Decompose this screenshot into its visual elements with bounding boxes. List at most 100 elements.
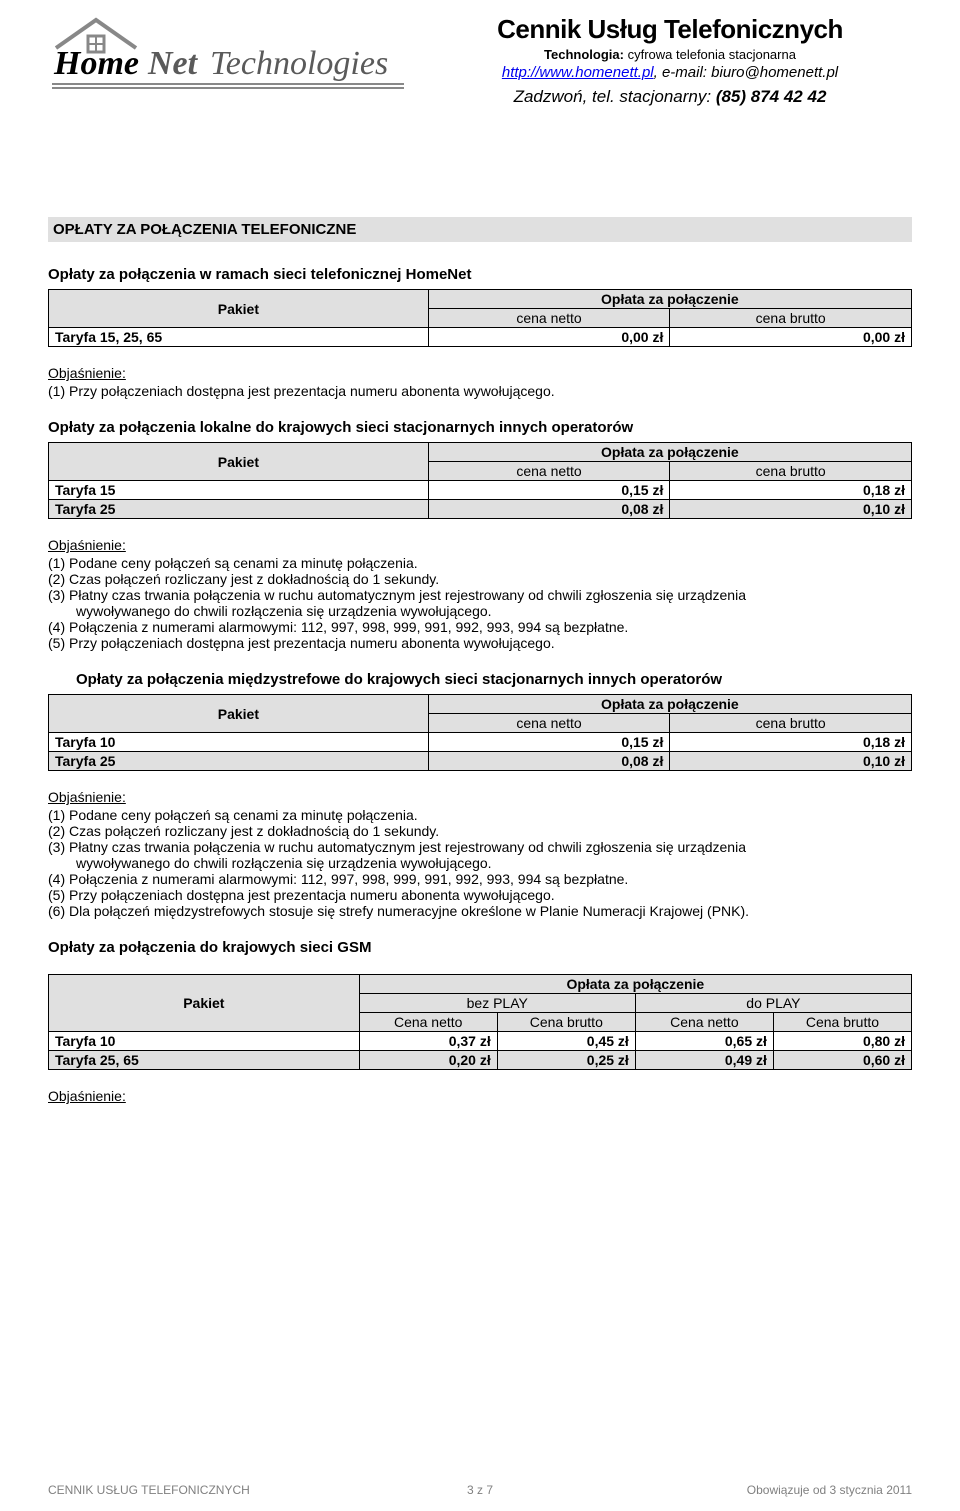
tbl3-r1-netto: 0,08 zł (428, 752, 670, 771)
company-logo: Home Net Technologies (48, 12, 408, 90)
email-value: biuro@homenett.pl (711, 64, 838, 81)
tbl3-col-netto: cena netto (428, 714, 670, 733)
tbl1-col-brutto: cena brutto (670, 309, 912, 328)
tbl1: Pakiet Opłata za połączenie cena netto c… (48, 289, 912, 347)
tbl3-col-oplata: Opłata za połączenie (428, 695, 911, 714)
tbl1-r0-label: Taryfa 15, 25, 65 (49, 328, 429, 347)
url-separator: , (654, 64, 662, 81)
notes2-l2: (3) Płatny czas trwania połączenia w ruc… (48, 587, 912, 603)
tbl2-r1-netto: 0,08 zł (428, 500, 670, 519)
tbl1-col-oplata: Opłata za połączenie (428, 290, 911, 309)
notes3-l6: (6) Dla połączeń międzystrefowych stosuj… (48, 903, 912, 919)
page-header: Home Net Technologies Cennik Usług Telef… (48, 12, 912, 107)
tbl4-r1-n1: 0,20 zł (359, 1051, 497, 1070)
tbl3-r1-brutto: 0,10 zł (670, 752, 912, 771)
tbl2-r1-brutto: 0,10 zł (670, 500, 912, 519)
tech-value: cyfrowa telefonia stacjonarna (624, 47, 796, 62)
tbl2-heading: Opłaty za połączenia lokalne do krajowyc… (48, 419, 912, 436)
tbl4-r0-b2: 0,80 zł (773, 1032, 911, 1051)
notes3: (1) Podane ceny połączeń są cenami za mi… (48, 807, 912, 919)
homenet-logo-icon: Home Net Technologies (48, 12, 408, 90)
notes2: (1) Podane ceny połączeń są cenami za mi… (48, 555, 912, 651)
notes2-head: Objaśnienie: (48, 537, 912, 553)
notes2-l3: wywoływanego do chwili rozłączenia się u… (48, 603, 912, 619)
tbl3-row-1: Taryfa 25 0,08 zł 0,10 zł (49, 752, 912, 771)
tbl4-r0-n2: 0,65 zł (635, 1032, 773, 1051)
notes1: (1) Przy połączeniach dostępna jest prez… (48, 383, 912, 399)
tbl1-col-pakiet: Pakiet (49, 290, 429, 328)
tbl4-col-doplay: do PLAY (635, 994, 911, 1013)
tbl2-row-1: Taryfa 25 0,08 zł 0,10 zł (49, 500, 912, 519)
tbl1-r0-netto: 0,00 zł (428, 328, 670, 347)
phone-line: Zadzwoń, tel. stacjonarny: (85) 874 42 4… (428, 87, 912, 107)
phone-number: (85) 874 42 42 (716, 87, 827, 106)
tbl4-col-b1: Cena brutto (497, 1013, 635, 1032)
tbl3-r0-brutto: 0,18 zł (670, 733, 912, 752)
tbl1-col-netto: cena netto (428, 309, 670, 328)
notes3-l4: (4) Połączenia z numerami alarmowymi: 11… (48, 871, 912, 887)
technology-line: Technologia: cyfrowa telefonia stacjonar… (428, 47, 912, 62)
tbl4-col-oplata: Opłata za połączenie (359, 975, 911, 994)
notes2-l5: (5) Przy połączeniach dostępna jest prez… (48, 635, 912, 651)
tbl4-row-0: Taryfa 10 0,37 zł 0,45 zł 0,65 zł 0,80 z… (49, 1032, 912, 1051)
tbl2-col-oplata: Opłata za połączenie (428, 443, 911, 462)
footer-page-current: 3 (467, 1483, 474, 1497)
notes1-l0: (1) Przy połączeniach dostępna jest prez… (48, 383, 912, 399)
svg-text:Technologies: Technologies (210, 45, 388, 82)
tech-label: Technologia: (544, 47, 624, 62)
tbl3-col-brutto: cena brutto (670, 714, 912, 733)
doc-title: Cennik Usług Telefonicznych (428, 14, 912, 45)
tbl4-row-1: Taryfa 25, 65 0,20 zł 0,25 zł 0,49 zł 0,… (49, 1051, 912, 1070)
tbl4-col-b2: Cena brutto (773, 1013, 911, 1032)
tbl4-col-bezplay: bez PLAY (359, 994, 635, 1013)
tbl4-r1-label: Taryfa 25, 65 (49, 1051, 360, 1070)
page-footer: CENNIK USŁUG TELEFONICZNYCH 3 z 7 Obowią… (48, 1483, 912, 1497)
tbl1-row: Taryfa 15, 25, 65 0,00 zł 0,00 zł (49, 328, 912, 347)
tbl4: Pakiet Opłata za połączenie bez PLAY do … (48, 974, 912, 1070)
section-title-bar: OPŁATY ZA POŁĄCZENIA TELEFONICZNE (48, 217, 912, 242)
tbl1-heading: Opłaty za połączenia w ramach sieci tele… (48, 266, 912, 283)
notes2-l4: (4) Połączenia z numerami alarmowymi: 11… (48, 619, 912, 635)
footer-page-sep: z (474, 1483, 487, 1497)
tbl1-r0-brutto: 0,00 zł (670, 328, 912, 347)
tbl2-col-netto: cena netto (428, 462, 670, 481)
tbl3-r0-label: Taryfa 10 (49, 733, 429, 752)
notes3-head: Objaśnienie: (48, 789, 912, 805)
tbl4-r1-b2: 0,60 zł (773, 1051, 911, 1070)
tbl3-row-0: Taryfa 10 0,15 zł 0,18 zł (49, 733, 912, 752)
tbl4-r0-n1: 0,37 zł (359, 1032, 497, 1051)
tbl3: Pakiet Opłata za połączenie cena netto c… (48, 694, 912, 771)
tbl2-col-pakiet: Pakiet (49, 443, 429, 481)
tbl4-col-n2: Cena netto (635, 1013, 773, 1032)
notes1-head: Objaśnienie: (48, 365, 912, 381)
svg-text:Net: Net (147, 45, 199, 82)
tbl4-r1-n2: 0,49 zł (635, 1051, 773, 1070)
tbl3-col-pakiet: Pakiet (49, 695, 429, 733)
tbl2-r1-label: Taryfa 25 (49, 500, 429, 519)
contact-line: http://www.homenett.pl, e-mail: biuro@ho… (428, 64, 912, 81)
notes2-l1: (2) Czas połączeń rozliczany jest z dokł… (48, 571, 912, 587)
tbl4-r1-b1: 0,25 zł (497, 1051, 635, 1070)
tbl4-heading: Opłaty za połączenia do krajowych sieci … (48, 939, 912, 956)
email-label: e-mail: (662, 64, 711, 81)
tbl2-r0-label: Taryfa 15 (49, 481, 429, 500)
tbl2: Pakiet Opłata za połączenie cena netto c… (48, 442, 912, 519)
notes4-head: Objaśnienie: (48, 1088, 912, 1104)
footer-page-total: 7 (486, 1483, 493, 1497)
phone-prefix: Zadzwoń, tel. stacjonarny: (514, 87, 716, 106)
tbl2-col-brutto: cena brutto (670, 462, 912, 481)
tbl4-col-n1: Cena netto (359, 1013, 497, 1032)
tbl4-r0-b1: 0,45 zł (497, 1032, 635, 1051)
notes2-l0: (1) Podane ceny połączeń są cenami za mi… (48, 555, 912, 571)
notes3-l2: (3) Płatny czas trwania połączenia w ruc… (48, 839, 912, 855)
tbl4-r0-label: Taryfa 10 (49, 1032, 360, 1051)
tbl2-row-0: Taryfa 15 0,15 zł 0,18 zł (49, 481, 912, 500)
tbl2-r0-brutto: 0,18 zł (670, 481, 912, 500)
tbl2-r0-netto: 0,15 zł (428, 481, 670, 500)
notes3-l0: (1) Podane ceny połączeń są cenami za mi… (48, 807, 912, 823)
website-link[interactable]: http://www.homenett.pl (502, 64, 654, 81)
notes3-l5: (5) Przy połączeniach dostępna jest prez… (48, 887, 912, 903)
notes3-l1: (2) Czas połączeń rozliczany jest z dokł… (48, 823, 912, 839)
tbl3-heading: Opłaty za połączenia międzystrefowe do k… (48, 671, 912, 688)
svg-text:Home: Home (53, 45, 139, 82)
